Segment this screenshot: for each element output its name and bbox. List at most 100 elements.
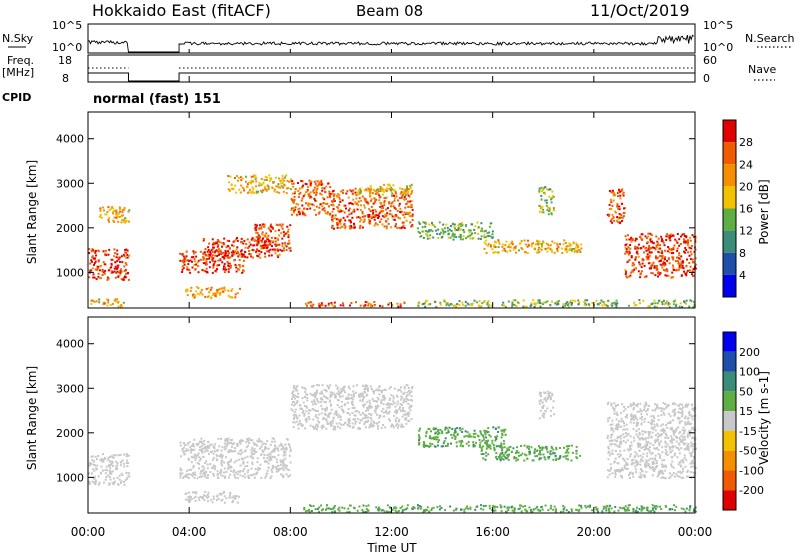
data-cell bbox=[98, 481, 101, 484]
data-cell bbox=[617, 435, 620, 438]
data-cell bbox=[549, 450, 552, 453]
data-cell bbox=[106, 304, 109, 307]
data-cell bbox=[228, 189, 231, 192]
data-cell bbox=[179, 259, 182, 262]
data-cell bbox=[343, 386, 345, 389]
data-cell bbox=[616, 428, 619, 431]
data-cell bbox=[378, 385, 381, 388]
data-cell bbox=[640, 266, 643, 269]
data-cell bbox=[300, 186, 303, 189]
data-cell bbox=[300, 199, 303, 202]
data-cell bbox=[499, 459, 502, 462]
data-cell bbox=[370, 406, 373, 409]
data-cell bbox=[645, 237, 648, 240]
data-cell bbox=[122, 462, 125, 465]
data-cell bbox=[631, 237, 634, 240]
data-cell bbox=[103, 263, 106, 266]
data-cell bbox=[368, 194, 371, 197]
data-cell bbox=[664, 440, 667, 443]
beam-title: Beam 08 bbox=[356, 2, 423, 20]
data-cell bbox=[506, 454, 509, 457]
data-cell bbox=[119, 210, 122, 213]
data-cell bbox=[523, 305, 526, 308]
data-cell bbox=[512, 447, 515, 450]
data-cell bbox=[473, 436, 476, 439]
data-cell bbox=[370, 215, 373, 218]
data-cell bbox=[104, 457, 107, 460]
data-cell bbox=[454, 229, 457, 232]
data-cell bbox=[680, 459, 683, 462]
data-cell bbox=[674, 445, 677, 448]
data-cell bbox=[278, 243, 281, 246]
data-cell bbox=[445, 432, 448, 434]
data-cell bbox=[657, 275, 659, 278]
data-cell bbox=[616, 204, 619, 207]
data-cell bbox=[239, 266, 242, 269]
data-cell bbox=[203, 251, 206, 254]
data-cell bbox=[687, 239, 689, 242]
data-cell bbox=[558, 457, 561, 459]
data-cell bbox=[616, 437, 619, 440]
data-cell bbox=[579, 251, 582, 254]
data-cell bbox=[324, 418, 327, 421]
data-cell bbox=[692, 426, 695, 429]
data-cell bbox=[461, 440, 464, 443]
data-cell bbox=[657, 453, 660, 455]
data-cell bbox=[361, 392, 364, 395]
data-cell bbox=[234, 476, 237, 479]
data-cell bbox=[306, 397, 309, 399]
data-cell bbox=[550, 445, 553, 448]
data-cell bbox=[336, 404, 339, 406]
data-cell bbox=[624, 246, 627, 249]
data-cell bbox=[510, 450, 513, 453]
data-cell bbox=[348, 417, 350, 420]
data-cell bbox=[685, 302, 688, 305]
data-cell bbox=[405, 397, 408, 400]
data-cell bbox=[378, 212, 381, 215]
data-cell bbox=[571, 302, 573, 304]
data-cell bbox=[619, 437, 622, 440]
data-cell bbox=[597, 303, 600, 306]
data-cell bbox=[438, 233, 441, 236]
data-cell bbox=[285, 174, 288, 177]
data-cell bbox=[349, 227, 352, 230]
data-cell bbox=[380, 426, 383, 429]
data-cell bbox=[396, 409, 399, 412]
data-cell bbox=[418, 436, 421, 438]
data-cell bbox=[504, 244, 507, 247]
data-cell bbox=[277, 256, 280, 258]
data-cell bbox=[123, 453, 125, 456]
data-cell bbox=[648, 451, 651, 454]
data-cell bbox=[487, 439, 490, 442]
data-cell bbox=[628, 449, 631, 452]
data-cell bbox=[629, 448, 632, 451]
data-cell bbox=[277, 224, 280, 227]
data-cell bbox=[115, 256, 118, 259]
data-cell bbox=[534, 243, 537, 246]
data-cell bbox=[676, 247, 679, 250]
data-cell bbox=[435, 305, 438, 308]
data-cell bbox=[369, 191, 371, 194]
data-cell bbox=[629, 274, 632, 277]
data-cell bbox=[291, 182, 294, 185]
data-cell bbox=[538, 250, 541, 253]
data-cell bbox=[668, 448, 671, 451]
data-cell bbox=[364, 304, 367, 307]
data-cell bbox=[320, 404, 323, 407]
data-cell bbox=[287, 443, 290, 446]
data-cell bbox=[651, 457, 654, 460]
data-cell bbox=[506, 250, 509, 253]
data-cell bbox=[216, 255, 219, 257]
data-cell bbox=[408, 407, 411, 409]
data-cell bbox=[99, 277, 102, 280]
data-cell bbox=[270, 458, 273, 461]
data-cell bbox=[422, 443, 425, 446]
data-cell bbox=[189, 259, 192, 262]
data-cell bbox=[407, 411, 410, 414]
data-cell bbox=[382, 415, 385, 418]
data-cell bbox=[212, 246, 215, 249]
data-cell bbox=[643, 474, 646, 477]
data-cell bbox=[223, 448, 226, 451]
data-cell bbox=[381, 193, 384, 196]
